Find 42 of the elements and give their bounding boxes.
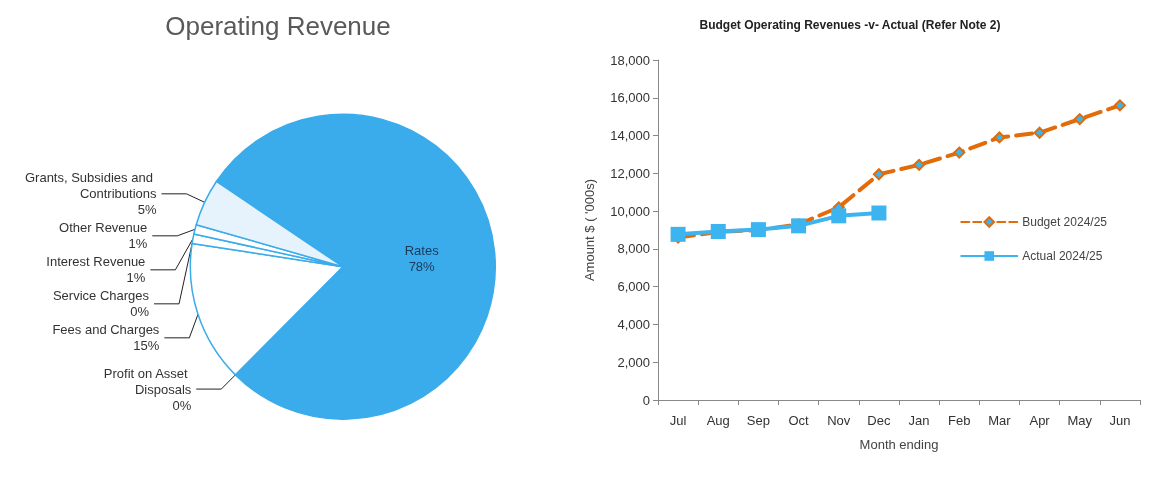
slice-label: Rates xyxy=(404,243,440,259)
x-tick-label: Apr xyxy=(1029,413,1051,428)
x-tick-label: Jan xyxy=(908,413,930,428)
y-tick-label: 2,000 xyxy=(617,354,650,370)
y-tick-label: 18,000 xyxy=(610,52,650,68)
y-tick-label: 4,000 xyxy=(617,316,650,332)
data-label: 5% xyxy=(137,202,157,218)
x-tick-label: Jul xyxy=(669,413,687,428)
x-tick-label: Dec xyxy=(867,413,891,428)
data-label: 1% xyxy=(126,270,146,286)
x-tick-label: Mar xyxy=(988,413,1012,428)
y-tick-label: 10,000 xyxy=(610,203,650,219)
data-label: 15% xyxy=(133,338,160,354)
x-tick-label: Aug xyxy=(706,413,730,428)
x-tick-label: Feb xyxy=(948,413,971,428)
y-tick-label: 12,000 xyxy=(610,165,650,181)
y-tick-label: 6,000 xyxy=(617,279,650,295)
y-tick-label: 14,000 xyxy=(610,128,650,144)
data-label: 78% xyxy=(408,259,436,275)
legend-label: Actual 2024/25 xyxy=(1022,249,1103,263)
chart-title: Operating Revenue xyxy=(165,11,391,41)
y-tick-label: 8,000 xyxy=(617,241,650,257)
slice-label: Other Revenue xyxy=(59,220,148,236)
text: 0% xyxy=(130,304,150,320)
slice-label: Fees and Charges xyxy=(52,322,160,338)
slice-label: Grants, Subsidies and Contributions xyxy=(24,170,157,202)
x-axis-title: Month ending xyxy=(859,437,939,452)
legend-label: Profit on Asset Disposals xyxy=(103,365,192,397)
x-tick-label: Nov xyxy=(827,413,851,428)
y-axis-title: Amount $ ( '000s) xyxy=(582,178,597,282)
text: 0% xyxy=(172,397,192,413)
y-tick-label: 16,000 xyxy=(610,90,650,106)
chart-title: Budget Operating Revenues -v- Actual (Refer Note 2) xyxy=(699,18,1001,32)
data-label: 1% xyxy=(128,236,148,252)
y-tick-label: 0 xyxy=(642,392,650,408)
x-tick-label: Oct xyxy=(788,413,810,428)
x-tick-label: May xyxy=(1067,413,1093,428)
x-tick-label: Jun xyxy=(1109,413,1131,428)
category-label: Service Charges xyxy=(52,288,150,304)
legend-label: Budget 2024/25 xyxy=(1022,215,1108,229)
x-tick-label: Sep xyxy=(746,413,770,428)
slice-label: Interest Revenue xyxy=(46,254,146,270)
